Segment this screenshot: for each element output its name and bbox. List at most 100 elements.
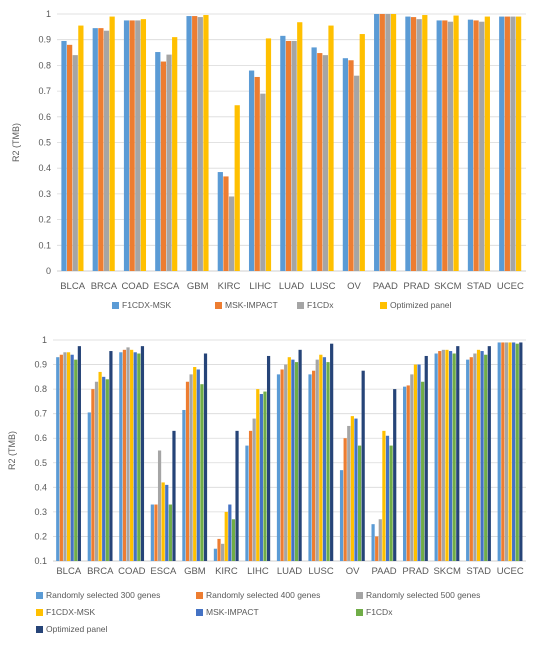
- bar: [319, 354, 323, 561]
- bar: [67, 44, 73, 272]
- category-label: GBM: [187, 281, 209, 292]
- bar: [248, 430, 253, 561]
- bar: [350, 416, 354, 561]
- bar: [259, 394, 263, 561]
- legend-label: Optimized panel: [390, 300, 452, 310]
- legend-swatch: [196, 609, 203, 616]
- bar: [499, 16, 505, 271]
- y-tick-label: 0.5: [38, 138, 51, 148]
- bar: [484, 354, 488, 561]
- legend-swatch: [356, 609, 363, 616]
- y-tick-label: 0.3: [38, 189, 51, 199]
- bar: [342, 58, 349, 272]
- y-tick-label: 0.1: [38, 240, 51, 250]
- bar: [322, 357, 327, 561]
- bar: [434, 353, 438, 561]
- bar: [354, 75, 360, 272]
- bar: [361, 370, 365, 561]
- bar: [140, 19, 147, 271]
- legend-label: Randomly selected 300 genes: [46, 590, 160, 600]
- bar: [192, 16, 198, 271]
- bar: [389, 445, 393, 561]
- bar: [473, 353, 477, 561]
- bar: [224, 511, 228, 561]
- bar: [196, 369, 200, 561]
- category-label: LUAD: [279, 281, 304, 292]
- bar: [473, 20, 479, 271]
- bar: [339, 470, 344, 561]
- category-label: BLCA: [60, 281, 85, 292]
- bar: [98, 371, 102, 561]
- legend-label: F1CDx: [307, 300, 334, 310]
- bar: [59, 354, 63, 561]
- bar: [126, 347, 130, 561]
- bar: [322, 55, 328, 272]
- legend-swatch: [196, 592, 203, 599]
- legend-label: MSK-IMPACT: [225, 300, 278, 310]
- legend-label: Optimized panel: [46, 624, 108, 634]
- y-tick-label: 0.7: [34, 409, 47, 419]
- bar: [393, 389, 397, 561]
- bar: [200, 384, 204, 561]
- y-tick-label: 0.4: [38, 163, 51, 173]
- bar: [375, 536, 379, 561]
- y-tick-label: 0.6: [34, 433, 47, 443]
- bar: [150, 504, 154, 561]
- bar: [140, 346, 145, 561]
- bar: [186, 16, 192, 271]
- legend-swatch: [36, 626, 43, 633]
- bar: [317, 53, 323, 272]
- bar: [298, 349, 302, 561]
- bar: [390, 14, 397, 271]
- y-tick-label: 0.5: [34, 458, 47, 468]
- bar: [417, 364, 421, 561]
- bar: [315, 359, 319, 561]
- bar: [217, 172, 223, 271]
- category-label: OV: [347, 281, 361, 292]
- bar: [234, 105, 240, 271]
- bar: [441, 349, 445, 561]
- bar: [405, 16, 411, 271]
- y-tick-label: 1: [42, 335, 47, 345]
- bar: [456, 346, 460, 561]
- bar: [263, 391, 267, 561]
- category-label: BRCA: [87, 566, 114, 577]
- bar: [285, 40, 292, 271]
- bar: [130, 349, 134, 561]
- bar: [326, 362, 330, 561]
- bar: [280, 35, 286, 271]
- bar: [515, 16, 522, 271]
- bar: [78, 25, 84, 271]
- bar: [129, 20, 135, 271]
- bar: [266, 355, 271, 561]
- y-tick-label: 0.2: [38, 215, 51, 225]
- bar: [508, 342, 512, 561]
- legend-swatch: [356, 592, 363, 599]
- bar: [379, 14, 385, 271]
- bar: [385, 14, 391, 271]
- bar: [189, 374, 193, 561]
- bar: [480, 351, 484, 561]
- bar: [284, 364, 288, 561]
- category-label: COAD: [121, 281, 149, 292]
- bar: [92, 28, 98, 272]
- legend-swatch: [112, 302, 119, 309]
- bar: [504, 16, 510, 271]
- bar: [182, 409, 186, 561]
- bar: [223, 176, 229, 271]
- bar: [61, 40, 67, 271]
- category-label: LUAD: [277, 566, 302, 577]
- y-tick-label: 0.8: [34, 384, 47, 394]
- bar: [56, 357, 60, 561]
- category-label: STAD: [467, 281, 492, 292]
- bar: [256, 389, 260, 561]
- bar: [91, 389, 95, 561]
- bar: [445, 349, 449, 561]
- legend-swatch: [380, 302, 387, 309]
- bar: [133, 352, 137, 561]
- bar: [382, 430, 386, 561]
- bottom-bar-chart: 0.1 0.2 0.3 0.4 0.5 0.6 0.7 0.8 0.9 1 R2 (TMB) BLCA…: [7, 335, 526, 634]
- bar: [217, 538, 221, 561]
- bar: [109, 351, 113, 561]
